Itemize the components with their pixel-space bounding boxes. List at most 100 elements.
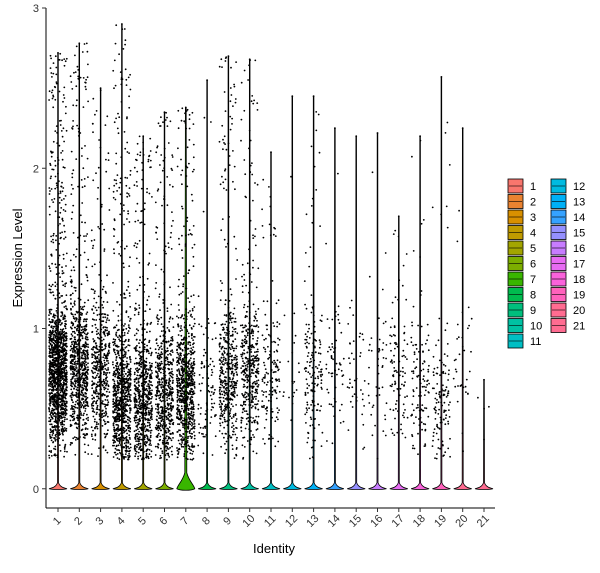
- point: [160, 345, 163, 348]
- point: [95, 301, 98, 304]
- point: [51, 340, 53, 343]
- point: [60, 389, 63, 392]
- point: [116, 329, 119, 332]
- point: [112, 190, 115, 193]
- point: [137, 433, 140, 436]
- point: [137, 444, 140, 446]
- point: [106, 326, 108, 329]
- point: [56, 387, 59, 389]
- point: [80, 329, 83, 332]
- point: [56, 328, 58, 331]
- point: [159, 164, 161, 166]
- point: [92, 97, 95, 100]
- point: [59, 377, 61, 380]
- point: [77, 331, 80, 334]
- point: [81, 345, 84, 348]
- point: [54, 86, 57, 89]
- point: [143, 373, 146, 376]
- point: [55, 416, 57, 419]
- point: [61, 389, 64, 392]
- point: [112, 390, 115, 393]
- point: [156, 434, 159, 437]
- point: [51, 383, 54, 386]
- point: [52, 441, 54, 444]
- point: [113, 248, 115, 251]
- point: [170, 248, 173, 250]
- point: [177, 285, 180, 288]
- point: [120, 374, 123, 377]
- point: [126, 332, 129, 334]
- point: [128, 434, 131, 437]
- point: [106, 301, 109, 303]
- point: [84, 392, 87, 395]
- point: [129, 88, 132, 91]
- point: [70, 298, 72, 300]
- point: [156, 403, 159, 405]
- point: [75, 374, 78, 377]
- point: [121, 410, 123, 413]
- point: [50, 392, 53, 394]
- point: [113, 326, 116, 328]
- point: [97, 455, 99, 457]
- point: [113, 428, 115, 431]
- point: [100, 279, 102, 282]
- point: [77, 297, 80, 300]
- point: [73, 417, 76, 420]
- point: [55, 333, 58, 335]
- point: [56, 307, 58, 310]
- point: [139, 222, 142, 224]
- point: [158, 293, 161, 296]
- point: [81, 202, 84, 204]
- point: [161, 415, 164, 418]
- point: [119, 399, 122, 402]
- point: [70, 382, 73, 384]
- point: [166, 347, 169, 350]
- point: [61, 367, 64, 370]
- point: [161, 406, 164, 409]
- point: [84, 428, 87, 431]
- point: [78, 345, 81, 348]
- point: [51, 425, 54, 428]
- point: [118, 368, 121, 371]
- point: [107, 159, 110, 162]
- point: [56, 391, 58, 394]
- point: [58, 216, 61, 219]
- point: [50, 308, 53, 311]
- point: [93, 420, 96, 423]
- point: [102, 313, 104, 315]
- point: [104, 403, 107, 406]
- point: [172, 379, 174, 382]
- point: [49, 356, 52, 359]
- point: [128, 187, 131, 190]
- point: [142, 392, 145, 395]
- point: [84, 434, 86, 437]
- point: [64, 443, 67, 446]
- point: [181, 205, 183, 208]
- point: [76, 379, 79, 381]
- point: [149, 442, 152, 445]
- point: [119, 438, 122, 440]
- point: [55, 397, 58, 399]
- point: [161, 395, 164, 398]
- point: [54, 368, 57, 371]
- point: [60, 337, 63, 340]
- point: [154, 287, 157, 290]
- point: [135, 450, 138, 453]
- point: [129, 169, 132, 172]
- point: [126, 364, 129, 366]
- point: [100, 372, 102, 374]
- point: [150, 321, 153, 324]
- point: [180, 443, 183, 446]
- point: [128, 424, 131, 427]
- point: [149, 323, 152, 325]
- point: [56, 431, 58, 434]
- point: [79, 254, 82, 257]
- point: [138, 352, 141, 354]
- point: [60, 423, 62, 426]
- point: [91, 387, 94, 390]
- point: [165, 381, 168, 384]
- point: [78, 322, 81, 324]
- point: [146, 375, 149, 378]
- point: [115, 390, 118, 393]
- point: [133, 244, 136, 247]
